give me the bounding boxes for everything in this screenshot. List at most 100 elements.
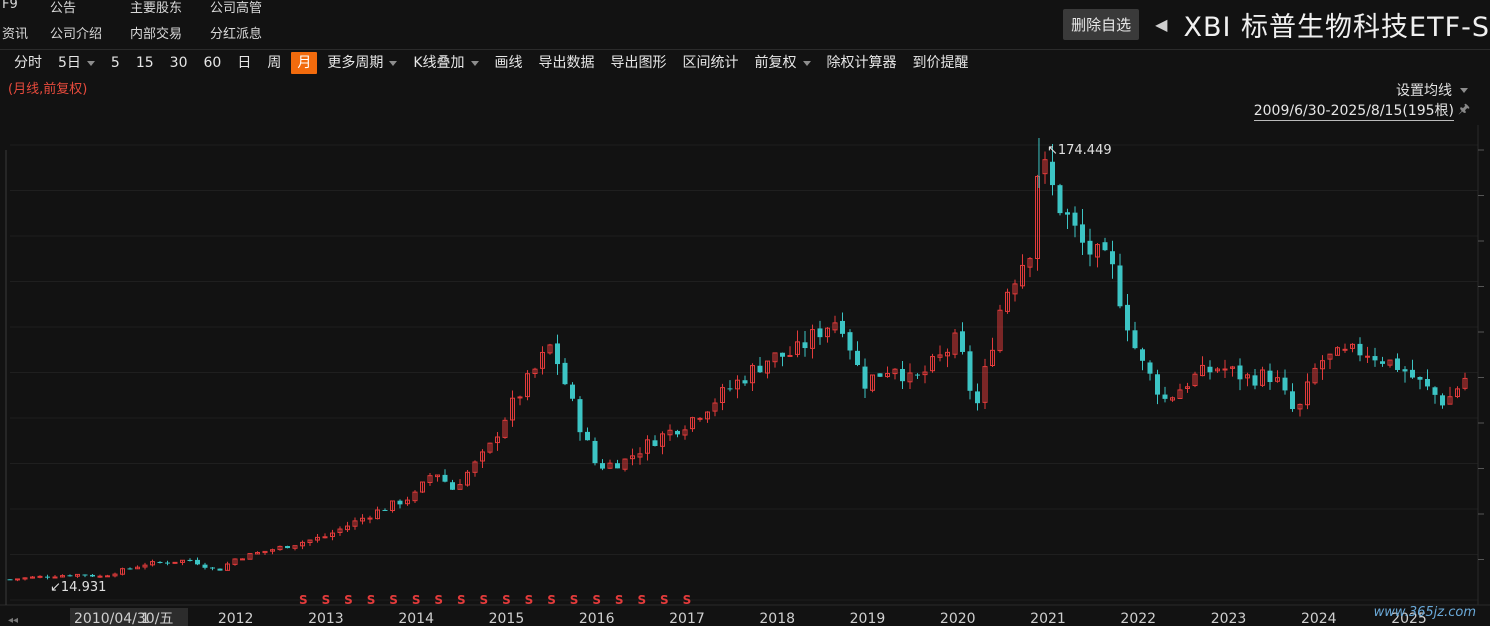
nav-major-shareholders[interactable]: 主要股东 xyxy=(130,1,183,16)
cursor-date-box xyxy=(70,608,188,626)
toolbar-item-2[interactable]: 5 xyxy=(105,52,126,74)
candle-body-up xyxy=(472,461,478,473)
candle-body-down xyxy=(1252,375,1258,386)
delete-watchlist-button[interactable]: 删除自选 xyxy=(1063,8,1140,40)
candle-body-down xyxy=(1237,365,1243,380)
nav-news[interactable]: 资讯 xyxy=(2,27,29,42)
toolbar-item-8[interactable]: 月 xyxy=(291,52,318,74)
candle-body-down xyxy=(1080,224,1085,243)
nav-insider-trading[interactable]: 内部交易 xyxy=(130,27,183,42)
candle-body-down xyxy=(577,399,583,433)
candle-body-up xyxy=(37,575,43,578)
dividend-marker: S xyxy=(344,593,353,607)
candle-body-down xyxy=(217,568,223,571)
candle-body-up xyxy=(1095,244,1100,258)
candle-body-up xyxy=(1170,397,1175,401)
toolbar-item-9[interactable]: 更多周期 xyxy=(321,52,403,74)
candle-body-up xyxy=(690,417,695,430)
candle-body-down xyxy=(1395,358,1400,370)
toolbar-item-6[interactable]: 日 xyxy=(231,52,257,74)
pin-icon[interactable]: 🖈 xyxy=(1457,102,1470,117)
watermark: www.365jz.com xyxy=(1373,605,1476,620)
chevron-down-icon[interactable] xyxy=(470,60,479,66)
candle-body-down xyxy=(915,374,920,376)
candle-body-down xyxy=(285,546,290,549)
scroll-left-icon[interactable]: ◂◂ xyxy=(8,615,18,626)
dividend-marker: S xyxy=(457,593,466,607)
candle-body-up xyxy=(60,575,65,578)
dividend-marker: S xyxy=(299,593,308,607)
candle-body-up xyxy=(517,396,523,399)
nav-announcement[interactable]: 公告 xyxy=(50,1,77,16)
x-tick-label: 2021 xyxy=(1030,611,1066,626)
candle-body-up xyxy=(832,322,838,331)
candle-body-up xyxy=(825,327,830,338)
candle-body-up xyxy=(75,573,80,577)
candle-body-up xyxy=(30,576,35,579)
toolbar-item-0[interactable]: 分时 xyxy=(8,52,48,74)
dividend-marker: S xyxy=(660,593,669,607)
candle-body-up xyxy=(892,368,898,375)
candle-body-down xyxy=(202,564,208,568)
toolbar-item-14[interactable]: 区间统计 xyxy=(677,52,745,74)
candle-body-up xyxy=(1185,386,1190,389)
toolbar-item-15[interactable]: 前复权 xyxy=(749,52,817,74)
ma-setting-label: 设置均线 xyxy=(1396,83,1452,99)
chevron-down-icon[interactable] xyxy=(389,60,398,66)
candle-body-up xyxy=(1350,343,1355,349)
candle-body-up xyxy=(697,417,703,420)
candle-body-down xyxy=(1267,370,1273,383)
candle-body-down xyxy=(840,320,845,334)
period-toolbar: 分时 5日 5 15 30 60 日周月更多周期 K线叠加 画线 导出数据 导出图形 区间统计 前复权 除… xyxy=(8,52,979,74)
dividend-marker: S xyxy=(637,593,646,607)
toolbar-item-3[interactable]: 15 xyxy=(130,52,160,74)
x-tick-label: 2023 xyxy=(1211,611,1247,626)
toolbar-item-13[interactable]: 导出图形 xyxy=(605,52,673,74)
candle-body-down xyxy=(1425,379,1430,387)
nav-dividends[interactable]: 分红派息 xyxy=(210,27,263,42)
candle-body-up xyxy=(1335,347,1340,356)
nav-f9[interactable]: F9 xyxy=(2,0,18,12)
nav-executives[interactable]: 公司高管 xyxy=(210,1,263,16)
candle-body-up xyxy=(1042,159,1048,175)
candle-body-down xyxy=(1155,374,1160,395)
toolbar-item-12[interactable]: 导出数据 xyxy=(533,52,601,74)
candle-body-down xyxy=(960,331,965,352)
candle-body-up xyxy=(172,561,178,564)
candle-body-down xyxy=(1357,343,1363,356)
toolbar-item-5[interactable]: 60 xyxy=(198,52,228,74)
dividend-marker: S xyxy=(412,593,421,607)
x-tick-label: 2013 xyxy=(308,611,344,626)
candle-body-up xyxy=(150,561,155,566)
toolbar-item-label: 到价提醒 xyxy=(912,55,969,71)
toolbar-item-4[interactable]: 30 xyxy=(164,52,194,74)
candle-body-up xyxy=(945,351,950,357)
toolbar-item-1[interactable]: 5日 xyxy=(52,52,101,74)
toolbar-item-7[interactable]: 周 xyxy=(261,52,287,74)
candle-body-down xyxy=(45,576,50,578)
ma-setting-button[interactable]: 设置均线 xyxy=(1396,80,1468,100)
chevron-down-icon[interactable] xyxy=(802,60,811,66)
toolbar-item-label: 60 xyxy=(203,55,222,71)
candle-body-up xyxy=(720,387,725,404)
candle-body-up xyxy=(712,402,718,412)
candle-body-down xyxy=(600,463,605,469)
candle-body-up xyxy=(360,517,365,522)
candle-body-up xyxy=(240,558,245,561)
candle-body-down xyxy=(1402,369,1408,372)
toolbar-item-16[interactable]: 除权计算器 xyxy=(821,52,903,74)
candle-body-down xyxy=(165,562,170,564)
toolbar-item-10[interactable]: K线叠加 xyxy=(407,52,484,74)
toolbar-item-11[interactable]: 画线 xyxy=(489,52,529,74)
date-range-label[interactable]: 2009/6/30-2025/8/15(195根) xyxy=(1253,103,1454,121)
triangle-left-icon[interactable]: ◀ xyxy=(1155,14,1168,34)
toolbar-item-label: 日 xyxy=(237,55,252,71)
candle-body-up xyxy=(1035,175,1040,260)
nav-company-intro[interactable]: 公司介绍 xyxy=(50,27,103,42)
candle-body-down xyxy=(1132,330,1138,349)
candle-body-up xyxy=(982,366,988,403)
toolbar-item-17[interactable]: 到价提醒 xyxy=(907,52,975,74)
candle-body-down xyxy=(382,509,388,511)
chevron-down-icon[interactable] xyxy=(86,60,95,66)
